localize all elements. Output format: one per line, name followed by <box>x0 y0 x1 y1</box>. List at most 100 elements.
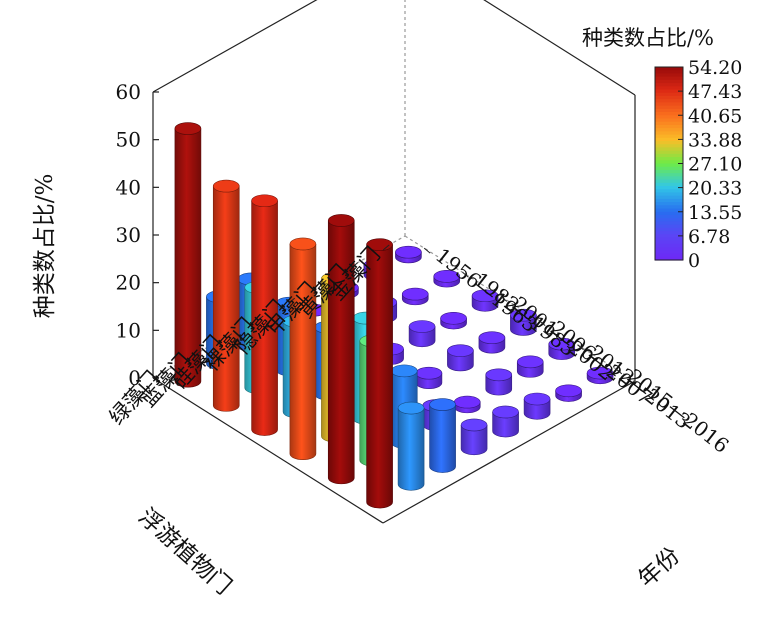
x-tick-mark <box>382 244 390 251</box>
colorbar-segment <box>655 211 683 216</box>
bar-body <box>289 243 317 461</box>
bar-top <box>401 287 429 301</box>
colorbar-segment <box>655 214 683 219</box>
z-tick-label: 30 <box>116 223 141 247</box>
z-tick-label: 60 <box>116 80 141 104</box>
bar <box>485 368 513 396</box>
colorbar-segment <box>655 247 683 251</box>
x-tick-mark <box>193 350 201 357</box>
floor-right-edge <box>382 380 636 524</box>
colorbar-segment <box>655 169 683 174</box>
colorbar-tick-label: 20.33 <box>688 178 742 200</box>
colorbar-segment <box>655 198 683 203</box>
bar-top <box>289 237 317 251</box>
colorbar-segment <box>655 70 683 75</box>
colorbar-segment <box>655 89 683 94</box>
colorbar-title: 种类数占比/% <box>582 26 714 50</box>
bar-top <box>429 398 456 411</box>
colorbar-segment <box>655 76 683 81</box>
x-tick-mark <box>256 315 264 322</box>
colorbar-segment <box>655 224 683 229</box>
colorbar-segment <box>655 243 683 248</box>
bar-top <box>586 366 614 380</box>
colorbar-segment <box>655 176 683 181</box>
colorbar-segment <box>655 79 683 84</box>
colorbar-segment <box>655 112 683 116</box>
colorbar-segment <box>655 231 683 235</box>
z-tick-label: 20 <box>116 271 141 295</box>
y-tick-mark <box>462 271 469 278</box>
colorbar-segment <box>655 218 683 222</box>
bar <box>397 401 425 491</box>
colorbar-segment <box>655 73 683 78</box>
colorbar-segment <box>655 179 683 184</box>
y-tick-mark <box>500 296 508 302</box>
top-left-edge <box>152 0 318 93</box>
colorbar-segment <box>655 253 683 258</box>
bar <box>471 289 499 312</box>
bar <box>440 311 467 330</box>
bar-top <box>485 368 513 382</box>
colorbar-tick-label: 40.65 <box>688 105 742 127</box>
colorbar-segment <box>655 147 683 152</box>
bar <box>174 122 202 388</box>
x-axis-label: 浮游植物门 <box>133 504 236 600</box>
colorbar-segment <box>655 173 683 177</box>
bar <box>510 308 537 336</box>
colorbar-segment <box>655 160 683 165</box>
bar-body <box>397 407 425 491</box>
colorbar-segment <box>655 189 683 194</box>
bar-top <box>478 331 506 344</box>
colorbar-tick-label: 33.88 <box>688 129 742 151</box>
bar <box>453 395 481 414</box>
bar <box>408 320 436 348</box>
colorbar-segment <box>655 108 683 113</box>
floor-front-edge <box>152 377 384 524</box>
bar-body <box>429 404 456 473</box>
bar-body <box>366 244 393 509</box>
colorbar-tick-label: 13.55 <box>688 202 742 224</box>
colorbar-segment <box>655 99 683 103</box>
colorbar-segment <box>655 240 683 245</box>
colorbar-segment <box>655 195 683 200</box>
colorbar-segment <box>655 86 683 91</box>
z-tick-label: 0 <box>128 366 141 390</box>
colorbar-segment <box>655 166 683 171</box>
bar-top <box>460 418 488 432</box>
colorbar-tick-label: 27.10 <box>688 154 742 176</box>
colorbar-segment <box>655 144 683 149</box>
bar-top <box>433 270 461 283</box>
bar <box>289 237 317 461</box>
bar-top <box>212 179 240 193</box>
colorbar-tick-label: 6.78 <box>688 226 730 248</box>
colorbar-segment <box>655 102 683 107</box>
bar <box>429 398 456 473</box>
bar-top <box>453 395 481 409</box>
colorbar-segment <box>655 208 683 213</box>
bar <box>516 355 544 378</box>
colorbar-segment <box>655 192 683 197</box>
colorbar-segment <box>655 182 683 187</box>
colorbar-segment <box>655 121 683 126</box>
colorbar-segment <box>655 124 683 129</box>
bar-top <box>492 405 519 419</box>
colorbar-segment <box>655 92 683 97</box>
colorbar-tick-label: 0 <box>688 250 700 272</box>
bar <box>478 331 506 354</box>
colorbar-tick-label: 54.20 <box>688 57 742 79</box>
bar <box>555 384 582 402</box>
bar-top <box>447 344 474 357</box>
bar-top <box>516 355 544 369</box>
bar-top <box>415 366 443 380</box>
y-tick-mark <box>615 368 623 375</box>
bar-top <box>471 289 499 303</box>
colorbar-segment <box>655 67 683 71</box>
colorbar-tick-label: 47.43 <box>688 81 742 103</box>
bar <box>366 238 393 509</box>
bar-top <box>395 245 422 259</box>
bar <box>251 194 278 436</box>
colorbar-segment <box>655 134 683 139</box>
colorbar-segment <box>655 227 683 232</box>
colorbar-segment <box>655 118 683 123</box>
x-tick-mark <box>319 279 327 286</box>
